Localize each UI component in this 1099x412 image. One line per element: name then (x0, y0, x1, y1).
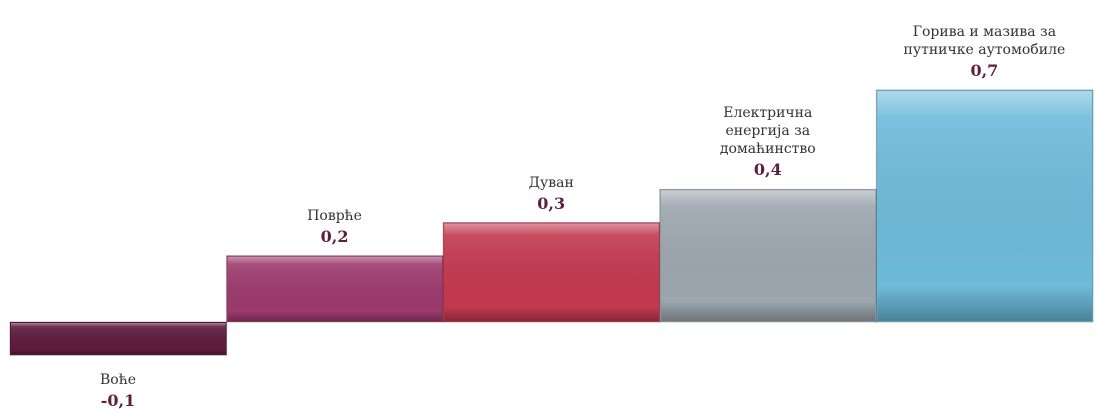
value-label: -0,1 (100, 391, 136, 411)
category-label: Горива и мазива за путничке аутомобиле (903, 23, 1066, 58)
value-label: 0,4 (753, 160, 782, 180)
bar (659, 188, 877, 323)
category-label: Дуван (528, 174, 574, 191)
category-label: Воће (99, 372, 137, 389)
value-label: 0,7 (970, 60, 999, 80)
bar-label: Дуван 0,3 (443, 174, 659, 213)
bar-label: Воће -0,1 (10, 371, 226, 410)
bar-label: Електрична енергија за домаћинство 0,4 (660, 104, 876, 179)
bar (442, 222, 661, 323)
category-label: Електрична енергија за домаћинство (719, 105, 816, 158)
category-label: Поврће (307, 207, 362, 224)
bar-label: Поврће 0,2 (227, 207, 443, 246)
bar (875, 89, 1094, 323)
bar (226, 255, 444, 323)
bar (9, 321, 228, 356)
value-label: 0,2 (320, 226, 349, 246)
value-label: 0,3 (537, 193, 566, 213)
bar-label: Горива и мазива за путничке аутомобиле 0,… (876, 23, 1092, 80)
